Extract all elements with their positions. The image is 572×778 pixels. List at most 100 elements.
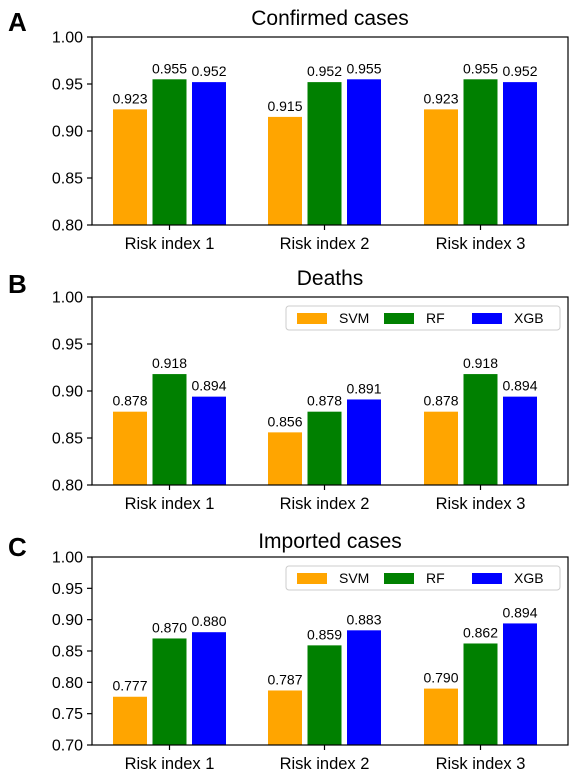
bar-xgb-2 <box>347 630 381 745</box>
y-tick-label: 0.95 <box>52 337 83 354</box>
legend-swatch-xgb <box>472 573 502 584</box>
y-tick-label: 0.70 <box>52 738 83 755</box>
panel-c: C Imported cases 0.777 0.787 0.790 0.870 0.859… <box>8 530 569 773</box>
bar-rf-2 <box>307 82 342 226</box>
bar-svm-2 <box>268 116 302 225</box>
data-label: 0.923 <box>423 90 458 106</box>
bar-xgb-1 <box>192 396 226 485</box>
data-label: 0.878 <box>423 393 458 409</box>
legend-label: RF <box>426 310 445 326</box>
x-tick-label: Risk index 2 <box>280 235 370 253</box>
data-label: 0.894 <box>502 378 537 394</box>
y-tick-label: 0.90 <box>52 384 83 401</box>
legend-swatch-rf <box>384 313 414 324</box>
y-tick-label: 0.85 <box>52 644 83 661</box>
y-tick-label: 0.80 <box>52 218 83 235</box>
data-label: 0.870 <box>152 619 187 635</box>
panel-b: B Deaths0.8780.8560.8780.9180.8780.9180.8… <box>8 267 569 513</box>
data-label: 0.856 <box>267 413 302 429</box>
data-label: 0.777 <box>112 678 147 694</box>
data-label: 0.878 <box>307 393 342 409</box>
data-label: 0.923 <box>112 90 147 106</box>
chart-title: Confirmed cases <box>251 7 409 30</box>
y-tick-label: 0.80 <box>52 675 83 692</box>
bar-svm-2 <box>268 432 302 485</box>
data-label: 0.918 <box>152 355 187 371</box>
bar-svm-2 <box>268 690 302 745</box>
data-label: 0.918 <box>463 355 498 371</box>
y-tick-label: 1.00 <box>52 550 83 567</box>
bar-rf-1 <box>152 79 187 225</box>
legend-label: RF <box>426 570 445 586</box>
bar-svm-1 <box>113 696 147 745</box>
bar-svm-1 <box>113 109 147 225</box>
bar-xgb-3 <box>503 82 537 226</box>
legend-label: XGB <box>514 570 544 586</box>
legend-label: SVM <box>339 310 369 326</box>
y-tick-label: 0.80 <box>52 478 83 495</box>
data-label: 0.952 <box>502 63 537 79</box>
x-tick-label: Risk index 1 <box>125 495 215 513</box>
bar-xgb-2 <box>347 399 381 485</box>
bar-svm-1 <box>113 411 147 485</box>
data-label: 0.883 <box>346 611 381 627</box>
x-tick-label: Risk index 3 <box>436 495 526 513</box>
legend-label: SVM <box>339 570 369 586</box>
data-label: 0.790 <box>423 670 458 686</box>
panel-letter: B <box>8 269 27 299</box>
data-label: 0.878 <box>112 393 147 409</box>
data-label: 0.915 <box>267 98 302 114</box>
bar-svm-3 <box>424 109 458 225</box>
x-tick-label: Risk index 3 <box>436 755 526 773</box>
data-label: 0.955 <box>346 60 381 76</box>
y-tick-label: 0.85 <box>52 171 83 188</box>
data-label: 0.952 <box>191 63 226 79</box>
chart-title: Imported cases <box>258 530 402 553</box>
bar-xgb-1 <box>192 632 226 745</box>
legend-swatch-svm <box>297 573 327 584</box>
bar-xgb-3 <box>503 396 537 485</box>
y-tick-label: 0.90 <box>52 124 83 141</box>
x-tick-label: Risk index 2 <box>280 495 370 513</box>
data-label: 0.862 <box>463 624 498 640</box>
y-tick-label: 0.85 <box>52 431 83 448</box>
bar-rf-2 <box>307 645 342 745</box>
chart-title: Deaths <box>297 267 364 290</box>
bar-rf-3 <box>463 643 498 745</box>
data-label: 0.859 <box>307 626 342 642</box>
bar-svm-3 <box>424 411 458 485</box>
data-label: 0.952 <box>307 63 342 79</box>
bar-rf-1 <box>152 638 187 745</box>
bar-rf-1 <box>152 374 187 485</box>
bar-xgb-3 <box>503 623 537 745</box>
legend: SVM RF XGB <box>285 565 561 591</box>
panel-letter: A <box>8 7 27 37</box>
x-tick-label: Risk index 3 <box>436 235 526 253</box>
legend: SVM RF XGB <box>285 305 561 331</box>
y-tick-label: 0.90 <box>52 612 83 629</box>
data-label: 0.787 <box>267 671 302 687</box>
y-tick-label: 0.95 <box>52 581 83 598</box>
data-label: 0.894 <box>502 604 537 620</box>
data-label: 0.880 <box>191 613 226 629</box>
legend-swatch-xgb <box>472 313 502 324</box>
bar-rf-3 <box>463 374 498 485</box>
data-label: 0.955 <box>463 60 498 76</box>
legend-label: XGB <box>514 310 544 326</box>
legend-swatch-rf <box>384 573 414 584</box>
x-tick-label: Risk index 1 <box>125 235 215 253</box>
panel-letter: C <box>8 532 27 562</box>
y-tick-label: 0.75 <box>52 706 83 723</box>
bar-rf-3 <box>463 79 498 225</box>
y-tick-label: 1.00 <box>52 290 83 307</box>
bar-rf-2 <box>307 411 342 485</box>
y-tick-label: 0.95 <box>52 77 83 94</box>
x-tick-label: Risk index 2 <box>280 755 370 773</box>
data-label: 0.891 <box>346 380 381 396</box>
bar-svm-3 <box>424 688 458 745</box>
y-tick-label: 1.00 <box>52 30 83 47</box>
bar-xgb-2 <box>347 79 381 225</box>
data-label: 0.894 <box>191 378 226 394</box>
